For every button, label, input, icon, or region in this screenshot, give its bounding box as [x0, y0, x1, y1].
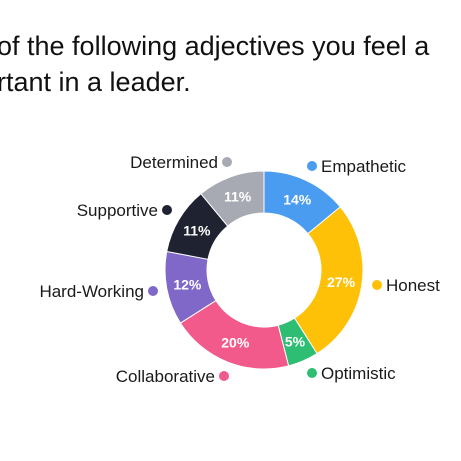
legend-dot-honest [372, 280, 382, 290]
title-line-2: rtant in a leader. [0, 67, 191, 97]
chart-title: of the following adjectives you feel a r… [0, 28, 461, 100]
pct-label-collaborative: 20% [221, 335, 250, 351]
legend-item-determined: Determined [130, 153, 232, 172]
legend-item-collaborative: Collaborative [116, 367, 229, 386]
legend-dot-hard-working [148, 286, 158, 296]
legend-dot-determined [222, 157, 232, 167]
slice-honest [293, 206, 364, 355]
legend-item-optimistic: Optimistic [307, 364, 396, 383]
pct-label-supportive: 11% [183, 222, 211, 238]
legend-item-honest: Honest [372, 276, 440, 295]
legend-label-hard-working: Hard-Working [39, 282, 144, 301]
legend-label-determined: Determined [130, 153, 218, 172]
legend-label-supportive: Supportive [77, 201, 158, 220]
legend-label-honest: Honest [386, 276, 440, 295]
pct-label-optimistic: 5% [285, 334, 306, 350]
legend-item-hard-working: Hard-Working [39, 282, 158, 301]
legend-label-optimistic: Optimistic [321, 364, 396, 383]
pct-label-hard-working: 12% [173, 277, 202, 293]
slice-determined [200, 170, 265, 227]
legend-dot-optimistic [307, 368, 317, 378]
legend-dot-collaborative [219, 371, 229, 381]
legend-dot-empathetic [307, 161, 317, 171]
legend-dot-supportive [162, 205, 172, 215]
pct-label-honest: 27% [327, 274, 356, 290]
pct-label-determined: 11% [224, 189, 252, 205]
title-line-1: of the following adjectives you feel a [0, 31, 430, 61]
legend-item-empathetic: Empathetic [307, 157, 407, 176]
legend-item-supportive: Supportive [77, 201, 172, 220]
pct-label-empathetic: 14% [283, 191, 312, 207]
legend-label-empathetic: Empathetic [321, 157, 407, 176]
legend-label-collaborative: Collaborative [116, 367, 215, 386]
